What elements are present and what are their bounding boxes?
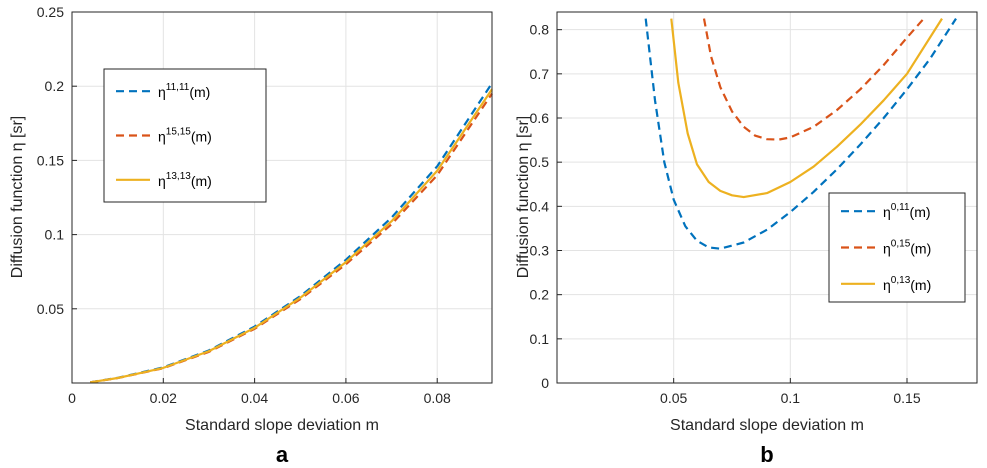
- series-line-0-11: [644, 18, 957, 250]
- panel-b-axes-frame: [556, 11, 978, 384]
- panel-b-x-axis-label: Standard slope deviation m: [670, 417, 864, 434]
- y-tick-label: 0.8: [530, 22, 550, 38]
- legend-entry-label: η0,11(m): [883, 202, 931, 220]
- series-line-13-13: [90, 88, 493, 384]
- panel-b-chart: 0.05 0.1 0.15 0 0.1 0.2 0.3 0.4 0.5 0.6 0.7 0.8 Sta…: [515, 11, 978, 467]
- legend-entry-label: η0,15(m): [883, 239, 931, 257]
- panel-a-letter: a: [276, 442, 289, 467]
- x-tick-label: 0: [68, 390, 76, 406]
- legend-entry-label: η0,13(m): [883, 275, 931, 293]
- legend-entry-label: η13,13(m): [158, 171, 212, 189]
- y-tick-label: 0.05: [37, 301, 64, 317]
- panel-b-letter: b: [760, 442, 773, 467]
- legend-entry-label: η15,15(m): [158, 127, 212, 145]
- y-tick-label: 0.25: [37, 4, 64, 20]
- x-tick-label: 0.04: [241, 390, 268, 406]
- series-line-0-15: [702, 15, 927, 141]
- x-tick-label: 0.15: [893, 390, 920, 406]
- panel-a-axes-frame: [71, 11, 493, 384]
- panel-a-tick-labels: 0 0.02 0.04 0.06 0.08 0.05 0.1 0.15 0.2 0.25: [37, 4, 451, 406]
- x-tick-label: 0.08: [424, 390, 451, 406]
- x-tick-label: 0.05: [660, 390, 687, 406]
- x-tick-label: 0.02: [150, 390, 177, 406]
- y-tick-label: 0.4: [530, 198, 550, 214]
- x-tick-label: 0.1: [781, 390, 801, 406]
- series-line-11-11: [90, 82, 493, 384]
- panel-a-chart: 0 0.02 0.04 0.06 0.08 0.05 0.1 0.15 0.2 0.25 Stan…: [9, 4, 493, 467]
- y-tick-label: 0.5: [530, 154, 550, 170]
- y-tick-label: 0.15: [37, 152, 64, 168]
- panel-a-series-group: [90, 82, 493, 384]
- panel-a-legend: η11,11(m) η15,15(m) η13,13(m): [103, 68, 267, 203]
- panel-a-y-axis-label: Diffusion function η [sr]: [9, 116, 26, 278]
- legend-entry-label: η11,11(m): [158, 82, 210, 100]
- y-tick-label: 0.2: [530, 287, 550, 303]
- y-tick-label: 0.1: [45, 227, 65, 243]
- y-tick-label: 0.3: [530, 243, 550, 259]
- x-tick-label: 0.06: [332, 390, 359, 406]
- series-line-0-13: [670, 18, 943, 199]
- panel-b-tick-labels: 0.05 0.1 0.15 0 0.1 0.2 0.3 0.4 0.5 0.6 0.7 0.8: [530, 22, 921, 406]
- panel-b-legend: η0,11(m) η0,15(m) η0,13(m): [828, 192, 966, 303]
- y-tick-label: 0.2: [45, 78, 65, 94]
- panel-b-y-axis-label: Diffusion function η [sr]: [515, 116, 532, 278]
- y-tick-label: 0.1: [530, 331, 550, 347]
- panel-a-x-axis-label: Standard slope deviation m: [185, 417, 379, 434]
- y-tick-label: 0.6: [530, 110, 550, 126]
- y-tick-label: 0: [541, 375, 549, 391]
- y-tick-label: 0.7: [530, 66, 550, 82]
- panel-b-series-group: [644, 15, 957, 250]
